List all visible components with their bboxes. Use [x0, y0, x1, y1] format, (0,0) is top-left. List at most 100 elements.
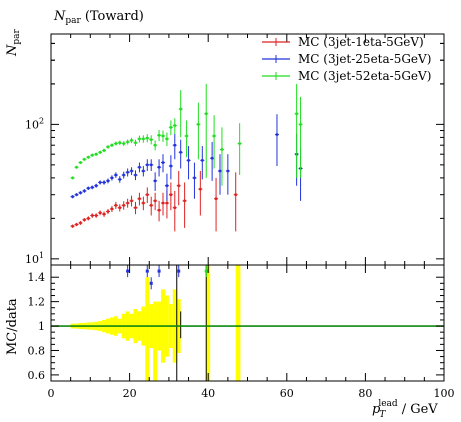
data-point: [157, 134, 161, 137]
data-point: [75, 193, 78, 196]
data-point: [106, 210, 110, 213]
data-point: [161, 161, 165, 164]
data-point: [234, 193, 237, 196]
legend-label: MC (3jet-1eta-5GeV): [298, 35, 424, 49]
data-point: [98, 211, 102, 215]
data-point: [87, 217, 90, 220]
data-point: [138, 137, 141, 141]
data-point: [146, 163, 149, 167]
data-point: [91, 214, 94, 217]
data-point: [83, 189, 86, 193]
x-tick-label: 0: [48, 387, 55, 400]
ratio-band-bin: [235, 265, 241, 381]
ratio-point: [126, 269, 130, 273]
data-point: [114, 142, 118, 145]
data-point: [275, 133, 279, 136]
legend-label: MC (3jet-52eta-5GeV): [298, 69, 431, 83]
data-point: [157, 166, 161, 169]
data-point: [134, 206, 137, 209]
data-point: [114, 173, 118, 177]
data-point: [71, 195, 74, 198]
data-point: [79, 191, 82, 194]
data-point: [183, 199, 186, 203]
data-point: [71, 176, 74, 180]
data-point: [91, 186, 94, 189]
ratio-point: [157, 269, 161, 273]
data-point: [226, 169, 230, 173]
data-point: [110, 207, 114, 211]
series-1: [70, 171, 238, 232]
data-point: [165, 137, 169, 141]
legend-entry: MC (3jet-1eta-5GeV): [262, 35, 424, 49]
plot-title: Npar (Toward): [53, 9, 144, 26]
data-point: [179, 107, 182, 111]
ratio-panel: 0.6 0.8 1 1.2 1.4 0 20 40 60 80 100: [28, 264, 455, 400]
series-2: [70, 114, 303, 201]
x-tick-label: 80: [358, 387, 372, 400]
data-point: [87, 187, 90, 190]
ratio-point: [177, 269, 181, 273]
data-point: [79, 161, 82, 164]
data-point: [169, 193, 173, 196]
data-point: [134, 141, 137, 144]
data-point: [173, 144, 176, 147]
series-3: [70, 83, 303, 186]
data-point: [150, 138, 153, 141]
data-point: [161, 134, 165, 138]
data-point: [153, 179, 157, 183]
data-point: [150, 204, 153, 207]
data-point: [71, 224, 74, 228]
data-point: [87, 156, 90, 159]
data-point: [91, 153, 94, 157]
data-point: [118, 206, 121, 209]
data-point: [130, 199, 133, 203]
data-point: [98, 151, 102, 154]
data-point: [126, 171, 129, 174]
data-point: [295, 112, 298, 115]
data-point: [157, 209, 161, 212]
ratio-y-tick-label: 1: [38, 320, 45, 333]
ratio-band-bin: [145, 277, 150, 381]
data-point: [118, 141, 121, 144]
data-point: [212, 134, 216, 138]
main-ylabel: Npar: [5, 28, 22, 57]
data-point: [106, 145, 110, 149]
data-point: [106, 179, 110, 183]
data-point: [173, 206, 176, 209]
data-point: [185, 134, 188, 138]
data-point: [114, 204, 118, 207]
data-point: [83, 218, 86, 222]
data-point: [142, 201, 145, 205]
ratio-y-tick-label: 0.6: [28, 369, 46, 382]
data-point: [150, 163, 153, 167]
data-point: [102, 181, 106, 184]
data-point: [169, 164, 173, 168]
data-point: [193, 176, 196, 180]
data-point: [199, 187, 202, 191]
data-point: [210, 157, 214, 160]
data-point: [126, 201, 129, 205]
data-point: [102, 212, 106, 216]
data-point: [153, 144, 157, 147]
data-point: [161, 201, 165, 205]
x-tick-label: 100: [434, 387, 455, 400]
data-point: [134, 173, 137, 177]
legend-label: MC (3jet-25eta-5GeV): [298, 52, 431, 66]
data-point: [94, 214, 98, 217]
ratio-band-bin: [153, 301, 158, 381]
data-point: [110, 144, 114, 147]
data-point: [138, 197, 141, 200]
main-panel: 101 102: [25, 33, 445, 266]
ratio-y-tick-label: 1.4: [28, 271, 46, 284]
data-point: [118, 178, 121, 181]
data-point: [238, 142, 241, 145]
data-point: [153, 199, 157, 203]
data-point: [94, 184, 98, 187]
data-point: [122, 204, 125, 207]
ratio-y-tick-label: 1.2: [28, 296, 46, 309]
data-point: [142, 137, 145, 141]
legend-entry: MC (3jet-25eta-5GeV): [262, 52, 431, 66]
legend-entry: MC (3jet-52eta-5GeV): [262, 69, 431, 83]
